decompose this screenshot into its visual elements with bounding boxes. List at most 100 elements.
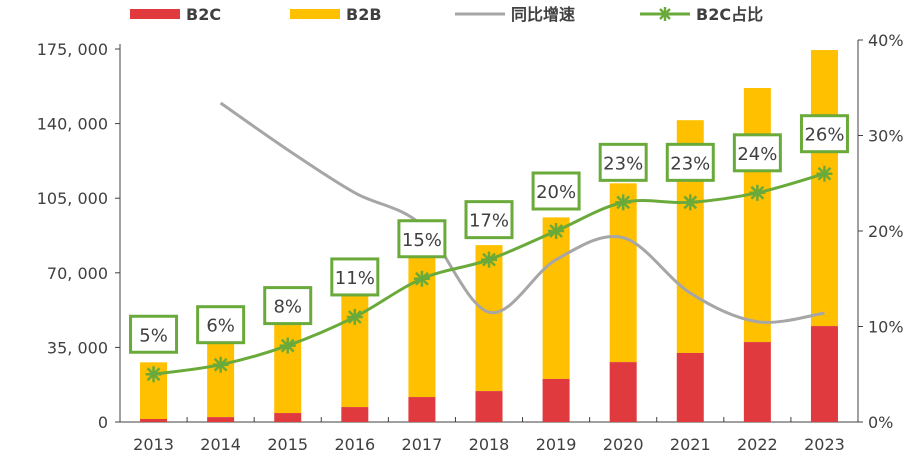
x-tick-label: 2018 (469, 435, 510, 454)
bar-b2c (542, 378, 570, 422)
data-label-box (531, 171, 581, 211)
bar-b2b (609, 183, 637, 363)
x-tick-label: 2020 (603, 435, 644, 454)
x-tick-label: 2016 (334, 435, 375, 454)
x-tick-label: 2015 (267, 435, 308, 454)
bar-b2b (475, 245, 503, 392)
b2c-share-marker (682, 194, 699, 211)
asterisk-icon (280, 338, 295, 353)
legend-label: B2C (186, 5, 221, 24)
b2c-share-marker (816, 165, 833, 182)
legend: B2C B2B 同比增速 B2C占比 (130, 5, 763, 24)
bar-b2b (207, 341, 235, 418)
data-label: 23% (670, 153, 710, 174)
b2c-share-marker (481, 251, 497, 268)
right-tick-label: 30% (868, 127, 904, 146)
b2c-share-marker (212, 356, 229, 373)
right-tick-label: 20% (868, 222, 904, 241)
left-tick-label: 70, 000 (47, 264, 108, 283)
left-tick-label: 0 (98, 413, 108, 432)
data-label-box (732, 133, 782, 173)
data-label: 11% (335, 268, 375, 289)
legend-item: B2C (130, 5, 221, 24)
bar-b2c (341, 407, 369, 422)
data-label-box (464, 200, 514, 240)
b2c-share-marker (346, 308, 363, 325)
b2c-share-marker (615, 194, 632, 211)
bar-b2c (810, 326, 838, 422)
asterisk-icon (146, 367, 161, 382)
bar-b2c (475, 391, 503, 422)
data-label-box (799, 114, 849, 154)
left-tick-label: 140, 000 (37, 115, 108, 134)
asterisk-icon (347, 310, 362, 324)
b2c-share-marker (145, 366, 162, 383)
data-label-box (196, 305, 246, 345)
right-tick-label: 0% (868, 413, 893, 432)
legend-label: B2C占比 (696, 5, 763, 24)
data-label: 24% (737, 144, 777, 165)
bar-b2c (207, 417, 235, 422)
bar-b2c (609, 362, 637, 422)
legend-item: B2B (290, 5, 382, 24)
legend-swatch (290, 9, 340, 19)
data-label: 17% (469, 211, 509, 232)
left-tick-label: 105, 000 (37, 189, 108, 208)
asterisk-icon (415, 271, 429, 286)
data-label-box (598, 142, 648, 182)
left-tick-label: 175, 000 (37, 40, 108, 59)
legend-item: 同比增速 (455, 5, 575, 24)
data-label: 6% (206, 316, 235, 337)
asterisk-icon (549, 224, 563, 238)
x-tick-label: 2014 (200, 435, 241, 454)
data-label: 8% (273, 297, 302, 318)
bar-b2c (408, 397, 436, 422)
asterisk-icon (683, 195, 698, 210)
bar-b2c (140, 419, 168, 422)
b2c-share-marker (413, 270, 430, 287)
b2c-share-marker (279, 337, 296, 354)
data-label: 5% (139, 325, 168, 346)
right-tick-label: 10% (868, 318, 904, 337)
data-label-box (129, 314, 179, 354)
bar-b2b (542, 217, 570, 379)
asterisk-icon (659, 8, 671, 20)
bar-b2c (743, 342, 771, 422)
x-tick-label: 2017 (402, 435, 443, 454)
data-label-box (665, 142, 715, 182)
x-tick-label: 2022 (737, 435, 778, 454)
asterisk-icon (213, 357, 228, 372)
growth-line (219, 101, 825, 324)
x-tick-label: 2013 (133, 435, 174, 454)
x-tick-label: 2023 (804, 435, 845, 454)
bar-b2c (676, 352, 704, 422)
bar-b2b (743, 88, 771, 343)
data-label-box (263, 286, 313, 326)
b2c-share-marker (548, 223, 565, 239)
right-tick-label: 40% (868, 31, 904, 50)
bar-b2b (274, 310, 302, 414)
legend-swatch (130, 9, 180, 19)
data-label-box (330, 257, 380, 297)
bar-b2b (341, 286, 369, 408)
asterisk-icon (817, 166, 832, 181)
asterisk-icon (616, 195, 631, 210)
data-label: 15% (402, 230, 442, 251)
legend-label: 同比增速 (511, 5, 575, 24)
data-label: 20% (536, 182, 576, 203)
x-tick-label: 2021 (670, 435, 711, 454)
bar-b2c (274, 413, 302, 422)
asterisk-icon (750, 185, 765, 200)
data-label: 26% (804, 125, 844, 146)
left-tick-label: 35, 000 (47, 338, 108, 357)
data-label: 23% (603, 153, 643, 174)
x-tick-label: 2019 (536, 435, 577, 454)
data-label-box (397, 219, 447, 259)
bar-b2b (810, 50, 838, 327)
asterisk-icon (482, 252, 496, 267)
legend-item: B2C占比 (640, 5, 763, 24)
b2c-share-marker (749, 184, 766, 201)
legend-label: B2B (346, 5, 382, 24)
